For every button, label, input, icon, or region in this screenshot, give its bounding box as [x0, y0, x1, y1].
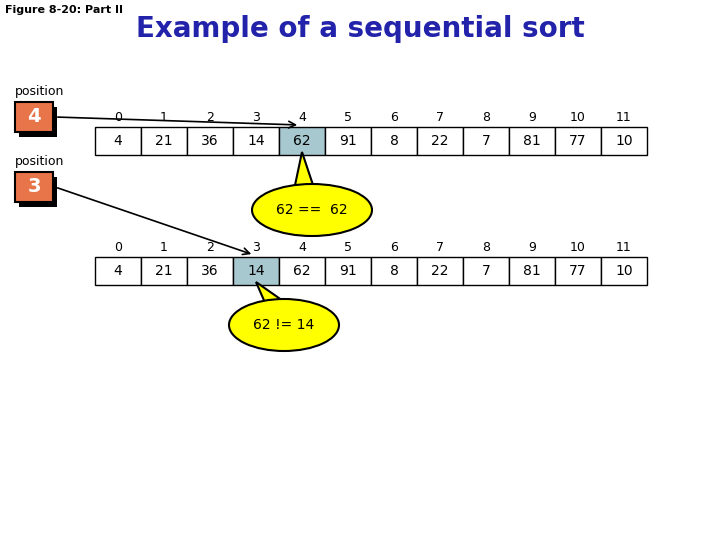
Text: 77: 77: [570, 134, 587, 148]
Text: 81: 81: [523, 264, 541, 278]
Text: 3: 3: [27, 178, 41, 197]
Text: 6: 6: [390, 241, 398, 254]
Text: 6: 6: [390, 111, 398, 124]
Bar: [509, 127, 555, 155]
Bar: [279, 257, 325, 285]
Bar: [601, 127, 647, 155]
Text: 21: 21: [156, 264, 173, 278]
Text: position: position: [15, 85, 64, 98]
Text: 9: 9: [528, 241, 536, 254]
Text: 22: 22: [431, 134, 449, 148]
Text: 62: 62: [293, 264, 311, 278]
Text: 14: 14: [247, 264, 265, 278]
Text: 1: 1: [160, 241, 168, 254]
Text: 5: 5: [344, 111, 352, 124]
Text: 7: 7: [482, 134, 490, 148]
Text: 2: 2: [206, 111, 214, 124]
Text: 8: 8: [390, 134, 398, 148]
Bar: [555, 257, 601, 285]
Bar: [371, 257, 417, 285]
Bar: [141, 257, 187, 285]
Text: 7: 7: [436, 241, 444, 254]
Bar: [555, 127, 601, 155]
Bar: [19, 177, 57, 207]
Text: 21: 21: [156, 134, 173, 148]
Text: 10: 10: [570, 241, 586, 254]
Text: 36: 36: [201, 134, 219, 148]
Bar: [417, 127, 463, 155]
Text: 22: 22: [431, 264, 449, 278]
Bar: [187, 257, 233, 285]
Ellipse shape: [229, 299, 339, 351]
Bar: [325, 257, 371, 285]
Bar: [233, 127, 279, 155]
Bar: [371, 127, 417, 155]
Bar: [601, 257, 647, 285]
Text: 36: 36: [201, 264, 219, 278]
Text: 9: 9: [528, 111, 536, 124]
Bar: [19, 107, 57, 137]
Text: 81: 81: [523, 134, 541, 148]
Bar: [279, 127, 325, 155]
Ellipse shape: [252, 184, 372, 236]
Text: Figure 8-20: Part II: Figure 8-20: Part II: [5, 5, 123, 15]
Text: 7: 7: [482, 264, 490, 278]
Bar: [15, 172, 53, 202]
Bar: [15, 102, 53, 132]
Polygon shape: [256, 282, 286, 305]
Text: 1: 1: [160, 111, 168, 124]
Text: 62 != 14: 62 != 14: [253, 318, 315, 332]
Text: position: position: [15, 155, 64, 168]
Text: 0: 0: [114, 111, 122, 124]
Bar: [509, 257, 555, 285]
Bar: [325, 127, 371, 155]
Bar: [95, 127, 141, 155]
Text: 10: 10: [615, 264, 633, 278]
Text: 14: 14: [247, 134, 265, 148]
Text: 5: 5: [344, 241, 352, 254]
Polygon shape: [294, 152, 314, 190]
Text: 8: 8: [482, 111, 490, 124]
Text: 4: 4: [27, 107, 41, 126]
Text: 77: 77: [570, 264, 587, 278]
Text: 3: 3: [252, 111, 260, 124]
Text: 10: 10: [615, 134, 633, 148]
Text: 3: 3: [252, 241, 260, 254]
Bar: [187, 127, 233, 155]
Bar: [417, 257, 463, 285]
Text: 4: 4: [114, 264, 122, 278]
Text: 0: 0: [114, 241, 122, 254]
Bar: [95, 257, 141, 285]
Text: 11: 11: [616, 111, 632, 124]
Text: 7: 7: [436, 111, 444, 124]
Text: 11: 11: [616, 241, 632, 254]
Bar: [141, 127, 187, 155]
Text: 10: 10: [570, 111, 586, 124]
Text: 91: 91: [339, 264, 357, 278]
Text: 62 ==  62: 62 == 62: [276, 203, 348, 217]
Bar: [463, 127, 509, 155]
Text: 62: 62: [293, 134, 311, 148]
Bar: [233, 257, 279, 285]
Text: 8: 8: [390, 264, 398, 278]
Text: 4: 4: [298, 241, 306, 254]
Text: 8: 8: [482, 241, 490, 254]
Text: 4: 4: [114, 134, 122, 148]
Bar: [463, 257, 509, 285]
Text: 91: 91: [339, 134, 357, 148]
Text: 2: 2: [206, 241, 214, 254]
Text: Example of a sequential sort: Example of a sequential sort: [135, 15, 585, 43]
Text: 4: 4: [298, 111, 306, 124]
